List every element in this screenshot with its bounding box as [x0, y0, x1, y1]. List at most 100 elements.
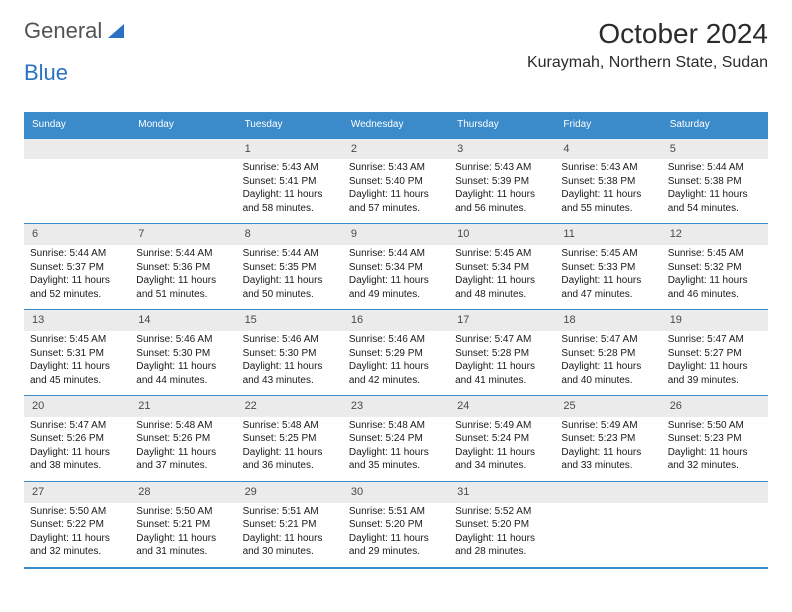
day-cell: Sunrise: 5:44 AMSunset: 5:34 PMDaylight:…	[343, 245, 449, 309]
sunrise-line: Sunrise: 5:45 AM	[668, 247, 762, 261]
day-number	[662, 482, 768, 503]
daylight-line: Daylight: 11 hours and 36 minutes.	[243, 446, 337, 473]
day-cell: Sunrise: 5:47 AMSunset: 5:26 PMDaylight:…	[24, 417, 130, 481]
sunset-line: Sunset: 5:39 PM	[455, 175, 549, 189]
sunset-line: Sunset: 5:29 PM	[349, 347, 443, 361]
day-cell: Sunrise: 5:50 AMSunset: 5:22 PMDaylight:…	[24, 503, 130, 567]
sunset-line: Sunset: 5:38 PM	[668, 175, 762, 189]
daylight-line: Daylight: 11 hours and 43 minutes.	[243, 360, 337, 387]
day-cell	[130, 159, 236, 223]
daylight-line: Daylight: 11 hours and 47 minutes.	[561, 274, 655, 301]
day-cell: Sunrise: 5:48 AMSunset: 5:25 PMDaylight:…	[237, 417, 343, 481]
day-number: 1	[237, 139, 343, 160]
sunrise-line: Sunrise: 5:43 AM	[349, 161, 443, 175]
day-number: 26	[662, 396, 768, 417]
day-number: 2	[343, 139, 449, 160]
sunset-line: Sunset: 5:32 PM	[668, 261, 762, 275]
sunset-line: Sunset: 5:31 PM	[30, 347, 124, 361]
daynum-row: 6789101112	[24, 223, 768, 245]
day-number: 13	[24, 310, 130, 331]
day-number: 28	[130, 482, 236, 503]
sunrise-line: Sunrise: 5:43 AM	[455, 161, 549, 175]
day-number: 10	[449, 224, 555, 245]
month-title: October 2024	[527, 18, 768, 50]
day-cell: Sunrise: 5:46 AMSunset: 5:29 PMDaylight:…	[343, 331, 449, 395]
day-number: 23	[343, 396, 449, 417]
day-cell: Sunrise: 5:52 AMSunset: 5:20 PMDaylight:…	[449, 503, 555, 567]
day-cell: Sunrise: 5:50 AMSunset: 5:21 PMDaylight:…	[130, 503, 236, 567]
sunrise-line: Sunrise: 5:47 AM	[668, 333, 762, 347]
sunset-line: Sunset: 5:27 PM	[668, 347, 762, 361]
sunset-line: Sunset: 5:23 PM	[668, 432, 762, 446]
week-row: Sunrise: 5:50 AMSunset: 5:22 PMDaylight:…	[24, 503, 768, 567]
week-row: Sunrise: 5:45 AMSunset: 5:31 PMDaylight:…	[24, 331, 768, 395]
day-cell: Sunrise: 5:51 AMSunset: 5:21 PMDaylight:…	[237, 503, 343, 567]
sunrise-line: Sunrise: 5:51 AM	[349, 505, 443, 519]
daylight-line: Daylight: 11 hours and 58 minutes.	[243, 188, 337, 215]
sunrise-line: Sunrise: 5:50 AM	[136, 505, 230, 519]
weekday-header: Tuesday	[237, 112, 343, 138]
day-number: 19	[662, 310, 768, 331]
sunrise-line: Sunrise: 5:44 AM	[668, 161, 762, 175]
sunrise-line: Sunrise: 5:48 AM	[243, 419, 337, 433]
day-cell: Sunrise: 5:43 AMSunset: 5:40 PMDaylight:…	[343, 159, 449, 223]
day-number: 12	[662, 224, 768, 245]
day-cell: Sunrise: 5:44 AMSunset: 5:37 PMDaylight:…	[24, 245, 130, 309]
sunset-line: Sunset: 5:24 PM	[455, 432, 549, 446]
week-row: Sunrise: 5:43 AMSunset: 5:41 PMDaylight:…	[24, 159, 768, 223]
sunrise-line: Sunrise: 5:44 AM	[30, 247, 124, 261]
daylight-line: Daylight: 11 hours and 48 minutes.	[455, 274, 549, 301]
sunset-line: Sunset: 5:22 PM	[30, 518, 124, 532]
day-number: 30	[343, 482, 449, 503]
day-number: 11	[555, 224, 661, 245]
day-cell: Sunrise: 5:51 AMSunset: 5:20 PMDaylight:…	[343, 503, 449, 567]
sunset-line: Sunset: 5:33 PM	[561, 261, 655, 275]
weekday-header-row: SundayMondayTuesdayWednesdayThursdayFrid…	[24, 112, 768, 138]
sunset-line: Sunset: 5:30 PM	[243, 347, 337, 361]
daylight-line: Daylight: 11 hours and 39 minutes.	[668, 360, 762, 387]
day-number: 5	[662, 139, 768, 160]
sunrise-line: Sunrise: 5:43 AM	[561, 161, 655, 175]
day-cell: Sunrise: 5:44 AMSunset: 5:38 PMDaylight:…	[662, 159, 768, 223]
daylight-line: Daylight: 11 hours and 31 minutes.	[136, 532, 230, 559]
day-number	[24, 139, 130, 160]
day-cell: Sunrise: 5:46 AMSunset: 5:30 PMDaylight:…	[237, 331, 343, 395]
sunrise-line: Sunrise: 5:47 AM	[30, 419, 124, 433]
sunset-line: Sunset: 5:28 PM	[455, 347, 549, 361]
sunset-line: Sunset: 5:37 PM	[30, 261, 124, 275]
day-number: 9	[343, 224, 449, 245]
daylight-line: Daylight: 11 hours and 33 minutes.	[561, 446, 655, 473]
day-cell: Sunrise: 5:47 AMSunset: 5:27 PMDaylight:…	[662, 331, 768, 395]
sunrise-line: Sunrise: 5:44 AM	[349, 247, 443, 261]
sunset-line: Sunset: 5:28 PM	[561, 347, 655, 361]
daylight-line: Daylight: 11 hours and 52 minutes.	[30, 274, 124, 301]
sunrise-line: Sunrise: 5:50 AM	[30, 505, 124, 519]
day-number: 29	[237, 482, 343, 503]
day-number: 3	[449, 139, 555, 160]
sunrise-line: Sunrise: 5:50 AM	[668, 419, 762, 433]
sunset-line: Sunset: 5:38 PM	[561, 175, 655, 189]
sunrise-line: Sunrise: 5:44 AM	[243, 247, 337, 261]
weekday-header: Thursday	[449, 112, 555, 138]
day-cell	[24, 159, 130, 223]
day-cell	[555, 503, 661, 567]
day-cell: Sunrise: 5:48 AMSunset: 5:26 PMDaylight:…	[130, 417, 236, 481]
day-number: 20	[24, 396, 130, 417]
day-number: 17	[449, 310, 555, 331]
sunrise-line: Sunrise: 5:45 AM	[455, 247, 549, 261]
sunset-line: Sunset: 5:34 PM	[349, 261, 443, 275]
sunset-line: Sunset: 5:24 PM	[349, 432, 443, 446]
weekday-header: Wednesday	[343, 112, 449, 138]
day-number: 4	[555, 139, 661, 160]
day-number: 6	[24, 224, 130, 245]
weekday-header: Friday	[555, 112, 661, 138]
sunset-line: Sunset: 5:40 PM	[349, 175, 443, 189]
calendar: SundayMondayTuesdayWednesdayThursdayFrid…	[24, 112, 768, 569]
sunrise-line: Sunrise: 5:48 AM	[349, 419, 443, 433]
sunset-line: Sunset: 5:26 PM	[136, 432, 230, 446]
weekday-header: Sunday	[24, 112, 130, 138]
daynum-row: 13141516171819	[24, 309, 768, 331]
day-cell: Sunrise: 5:45 AMSunset: 5:34 PMDaylight:…	[449, 245, 555, 309]
day-number: 21	[130, 396, 236, 417]
daylight-line: Daylight: 11 hours and 46 minutes.	[668, 274, 762, 301]
